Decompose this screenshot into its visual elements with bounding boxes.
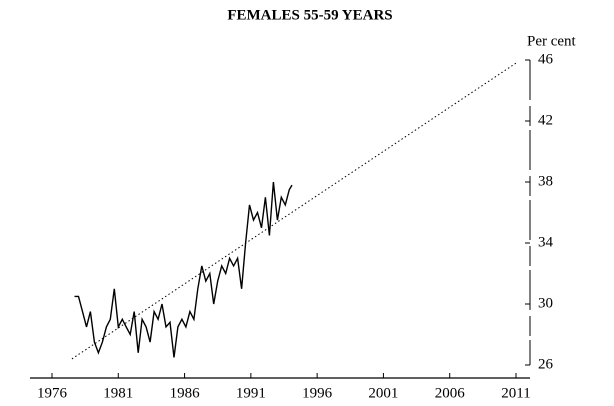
x-tick-label: 2006 — [435, 385, 466, 401]
x-tick-label: 1991 — [236, 385, 266, 401]
data-line — [74, 181, 293, 358]
x-tick-label: 1996 — [302, 385, 333, 401]
x-tick-label: 2001 — [368, 385, 398, 401]
chart-title: FEMALES 55-59 YEARS — [227, 7, 392, 23]
x-tick-label: 1976 — [37, 385, 68, 401]
trend-line — [71, 62, 517, 360]
y-tick-label: 26 — [538, 356, 554, 372]
y-tick-label: 42 — [538, 112, 553, 128]
x-tick-label: 1986 — [170, 385, 201, 401]
y-axis-label: Per cent — [527, 33, 577, 49]
x-tick-label: 2011 — [501, 385, 530, 401]
y-tick-label: 46 — [538, 51, 554, 67]
y-tick-label: 38 — [538, 173, 553, 189]
x-tick-label: 1981 — [103, 385, 133, 401]
y-tick-label: 30 — [538, 295, 553, 311]
y-tick-label: 34 — [538, 234, 554, 250]
